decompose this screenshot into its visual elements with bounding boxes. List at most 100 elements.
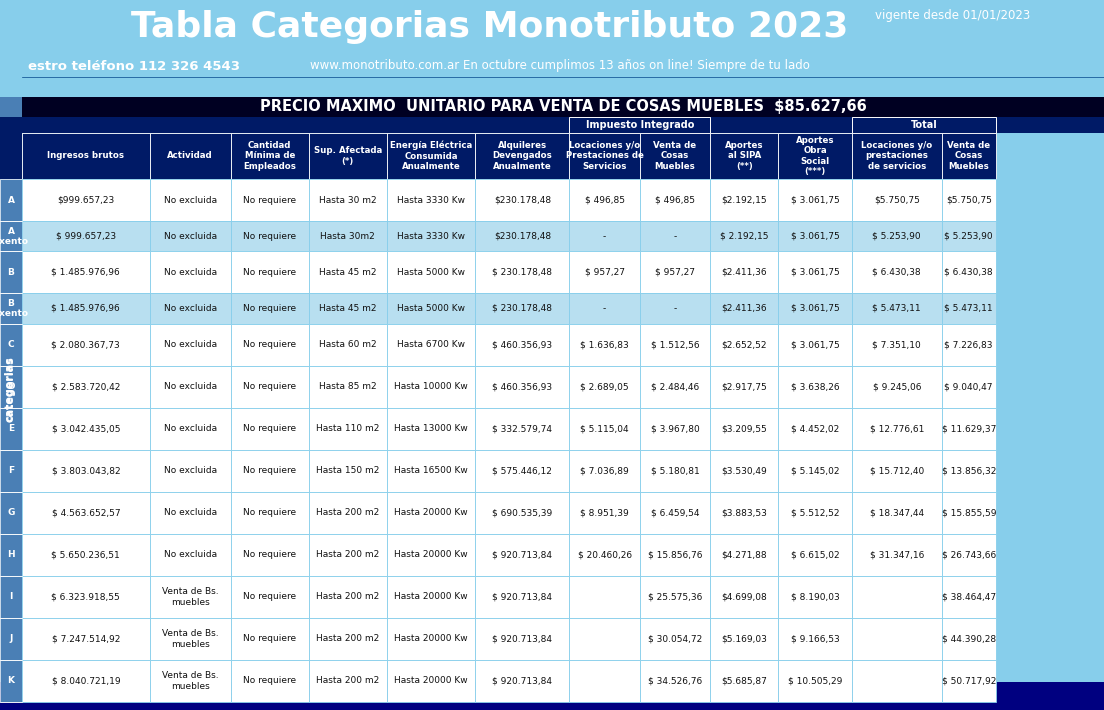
Bar (309, 576, 386, 618)
Text: Hasta 30m2: Hasta 30m2 (320, 231, 375, 241)
Text: Venta de Bs.
muebles: Venta de Bs. muebles (162, 671, 219, 691)
Bar (309, 492, 386, 534)
Bar (22, 251, 150, 293)
Bar (778, 660, 852, 702)
Text: K: K (8, 677, 14, 685)
Bar (710, 618, 778, 660)
Text: Hasta 5000 Kw: Hasta 5000 Kw (397, 268, 465, 277)
Text: $ 8.190,03: $ 8.190,03 (790, 592, 839, 601)
Text: $ 920.713,84: $ 920.713,84 (492, 592, 552, 601)
Bar (309, 324, 386, 366)
Bar (150, 293, 231, 324)
Text: DUPLICA LA INFORMACIÓN PARA AYUDAR A MAS GENTE QUE LO NECESITE www.monotributo.c: DUPLICA LA INFORMACIÓN PARA AYUDAR A MAS… (113, 689, 991, 703)
Bar (476, 133, 570, 179)
Bar (386, 251, 476, 293)
Text: No requiere: No requiere (243, 231, 296, 241)
Bar (22, 133, 150, 179)
Bar (640, 449, 710, 492)
Text: $ 12.776,61: $ 12.776,61 (870, 425, 924, 433)
Text: Hasta 13000 Kw: Hasta 13000 Kw (394, 425, 468, 433)
Bar (0, 251, 22, 293)
Bar (231, 408, 309, 449)
Bar (22, 293, 150, 324)
Text: Aportes
Obra
Social
(***): Aportes Obra Social (***) (796, 136, 835, 176)
Bar (778, 534, 852, 576)
Text: $ 18.347,44: $ 18.347,44 (870, 508, 924, 518)
Bar (231, 251, 309, 293)
Bar (476, 408, 570, 449)
Bar (231, 618, 309, 660)
Bar (0, 449, 22, 492)
Bar (640, 179, 710, 221)
Text: $ 6.459,54: $ 6.459,54 (650, 508, 699, 518)
Text: No excluida: No excluida (163, 195, 216, 204)
Bar (231, 449, 309, 492)
Text: No requiere: No requiere (243, 304, 296, 313)
Text: Impuesto Integrado: Impuesto Integrado (585, 120, 694, 130)
Bar (22, 97, 1104, 117)
Bar (386, 492, 476, 534)
Bar (852, 179, 942, 221)
Text: $2.917,75: $2.917,75 (721, 382, 767, 391)
Bar (231, 660, 309, 702)
Text: Hasta 20000 Kw: Hasta 20000 Kw (394, 550, 468, 559)
Bar (150, 660, 231, 702)
Bar (852, 449, 942, 492)
Text: Hasta 30 m2: Hasta 30 m2 (319, 195, 376, 204)
Bar (22, 660, 150, 702)
Text: F: F (8, 466, 14, 475)
Text: $2.652,52: $2.652,52 (722, 340, 767, 349)
Text: Venta de
Cosas
Muebles: Venta de Cosas Muebles (947, 141, 990, 171)
Bar (150, 576, 231, 618)
Text: $ 13.856,32: $ 13.856,32 (942, 466, 996, 475)
Bar (0, 366, 22, 408)
Bar (150, 366, 231, 408)
Text: No excluida: No excluida (163, 231, 216, 241)
Text: Locaciones y/o
Prestaciones de
Servicios: Locaciones y/o Prestaciones de Servicios (565, 141, 644, 171)
Bar (640, 492, 710, 534)
Bar (0, 576, 22, 618)
Bar (570, 293, 640, 324)
Bar (570, 492, 640, 534)
Text: I: I (9, 592, 12, 601)
Bar (710, 179, 778, 221)
Text: $ 999.657,23: $ 999.657,23 (56, 231, 116, 241)
Text: $ 7.351,10: $ 7.351,10 (872, 340, 921, 349)
Text: $ 5.253,90: $ 5.253,90 (872, 231, 921, 241)
Text: E: E (8, 425, 14, 433)
Bar (150, 133, 231, 179)
Text: $ 5.512,52: $ 5.512,52 (790, 508, 839, 518)
Text: $ 3.967,80: $ 3.967,80 (650, 425, 699, 433)
Text: $3.530,49: $3.530,49 (721, 466, 767, 475)
Bar (309, 449, 386, 492)
Bar (640, 251, 710, 293)
Bar (778, 293, 852, 324)
Bar (942, 618, 996, 660)
Text: $ 6.430,38: $ 6.430,38 (944, 268, 994, 277)
Bar (476, 660, 570, 702)
Text: $ 2.080.367,73: $ 2.080.367,73 (52, 340, 120, 349)
Bar (778, 221, 852, 251)
Bar (942, 366, 996, 408)
Bar (386, 618, 476, 660)
Text: Ingresos brutos: Ingresos brutos (47, 151, 125, 160)
Text: Hasta 45 m2: Hasta 45 m2 (319, 304, 376, 313)
Bar (22, 117, 1104, 133)
Bar (640, 576, 710, 618)
Bar (640, 221, 710, 251)
Bar (0, 293, 22, 324)
Bar (570, 576, 640, 618)
Bar (570, 179, 640, 221)
Text: $ 26.743,66: $ 26.743,66 (942, 550, 996, 559)
Bar (231, 293, 309, 324)
Text: Total: Total (911, 120, 937, 130)
Bar (942, 576, 996, 618)
Text: Hasta 200 m2: Hasta 200 m2 (316, 592, 380, 601)
Text: Hasta 150 m2: Hasta 150 m2 (316, 466, 380, 475)
Text: Hasta 200 m2: Hasta 200 m2 (316, 677, 380, 685)
Text: $ 575.446,12: $ 575.446,12 (492, 466, 552, 475)
Bar (309, 221, 386, 251)
Bar (231, 534, 309, 576)
Bar (852, 618, 942, 660)
Text: $2.411,36: $2.411,36 (721, 268, 767, 277)
